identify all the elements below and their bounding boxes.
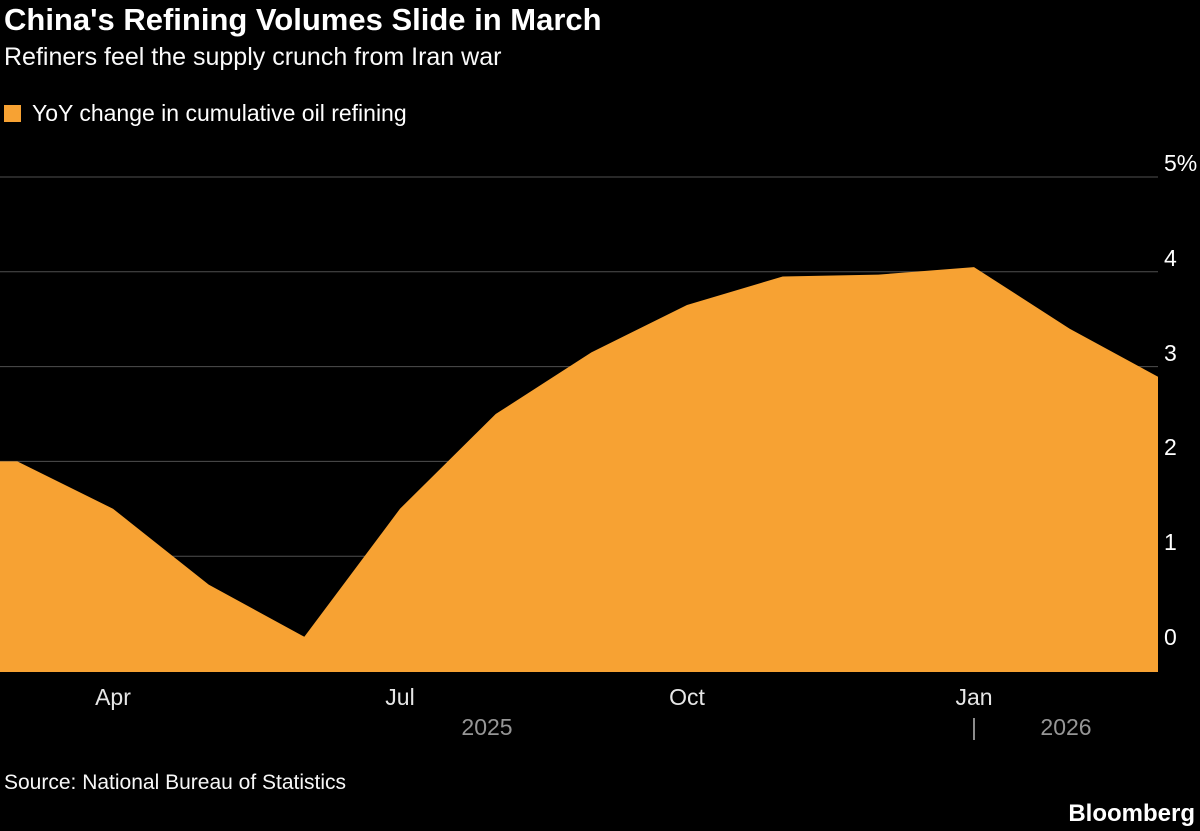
y-axis-label: 0 [1164, 624, 1177, 650]
source-note: Source: National Bureau of Statistics [4, 771, 347, 794]
x-axis-label: Oct [669, 684, 705, 710]
year-label: 2026 [1040, 714, 1092, 740]
y-axis-label: 5% [1164, 150, 1198, 176]
chart-plot [0, 176, 1158, 672]
y-axis-label: 2 [1164, 434, 1177, 460]
chart-subtitle: Refiners feel the supply crunch from Ira… [4, 43, 502, 71]
y-axis-label: 3 [1164, 340, 1177, 366]
x-axis-label: Apr [95, 684, 131, 710]
x-axis-label: Jan [955, 684, 993, 710]
bloomberg-logo: Bloomberg [1068, 800, 1195, 827]
chart-title: China's Refining Volumes Slide in March [4, 2, 602, 37]
y-axis-label: 1 [1164, 529, 1177, 555]
x-axis-label: Jul [385, 684, 415, 710]
legend-label: YoY change in cumulative oil refining [32, 100, 407, 126]
y-axis-label: 4 [1164, 245, 1177, 271]
year-separator: | [971, 714, 977, 740]
legend-swatch-icon [4, 105, 21, 122]
legend: YoY change in cumulative oil refining [4, 100, 407, 127]
area-series [0, 267, 1158, 672]
year-label: 2025 [461, 714, 513, 740]
